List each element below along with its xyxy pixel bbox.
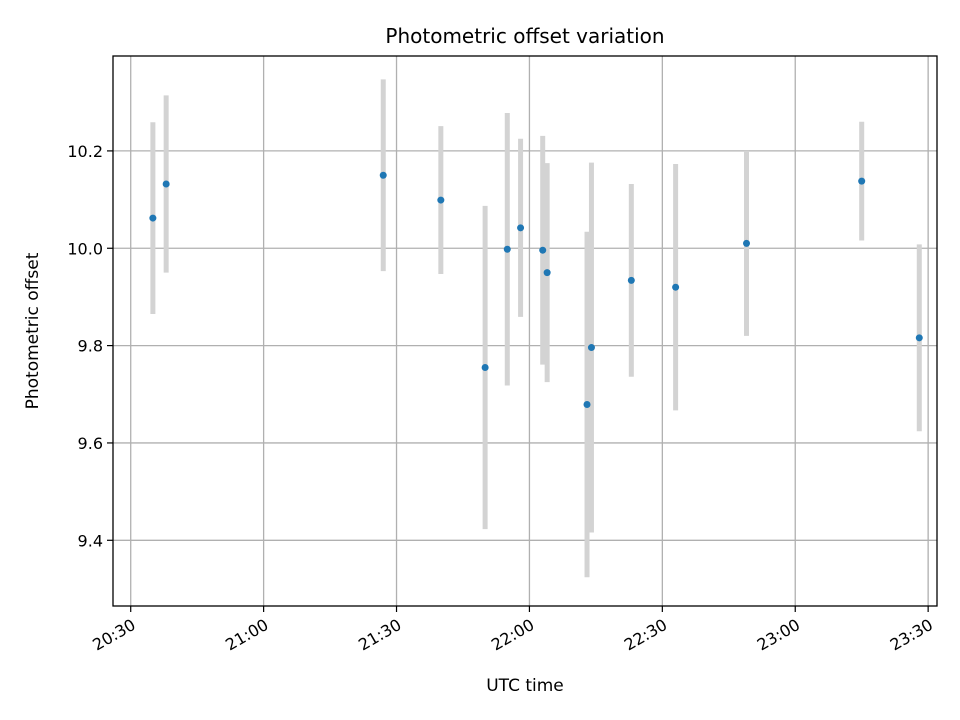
error-bars	[150, 79, 922, 578]
data-point	[437, 196, 445, 204]
data-point	[517, 224, 525, 232]
data-point	[672, 283, 680, 291]
data-point	[858, 177, 866, 185]
data-point	[503, 245, 511, 253]
data-point	[743, 239, 751, 247]
data-point	[543, 269, 551, 277]
data-point	[379, 171, 387, 179]
data-point	[915, 334, 923, 342]
y-tick-label: 9.8	[78, 337, 103, 356]
data-point	[587, 344, 595, 352]
data-point	[539, 246, 547, 254]
y-tick-label: 10.2	[67, 142, 103, 161]
x-axis-ticks: 20:30 21:00 21:30 22:00 22:30 23:00 23:30	[89, 606, 936, 655]
x-tick-label: 20:30	[89, 615, 138, 655]
x-tick-label: 21:30	[355, 615, 404, 655]
y-tick-label: 9.6	[78, 434, 103, 453]
x-tick-label: 23:00	[754, 615, 803, 655]
data-point	[627, 276, 635, 284]
x-axis-title: UTC time	[486, 676, 564, 696]
data-point	[583, 400, 591, 408]
data-point	[481, 364, 489, 372]
x-tick-label: 21:00	[222, 615, 271, 655]
data-point	[149, 214, 157, 222]
y-axis-title: Photometric offset	[23, 252, 43, 409]
data-point	[162, 180, 170, 188]
y-tick-label: 9.4	[78, 531, 103, 550]
data-points	[149, 171, 923, 408]
x-tick-label: 22:30	[621, 615, 670, 655]
y-tick-label: 10.0	[67, 239, 103, 258]
chart-title: Photometric offset variation	[385, 24, 664, 48]
grid	[113, 56, 937, 606]
plot-frame	[112, 55, 938, 607]
x-tick-label: 22:00	[488, 615, 537, 655]
x-tick-label: 23:30	[887, 615, 936, 655]
y-axis-ticks: 9.4 9.6 9.8 10.0 10.2	[67, 142, 113, 550]
